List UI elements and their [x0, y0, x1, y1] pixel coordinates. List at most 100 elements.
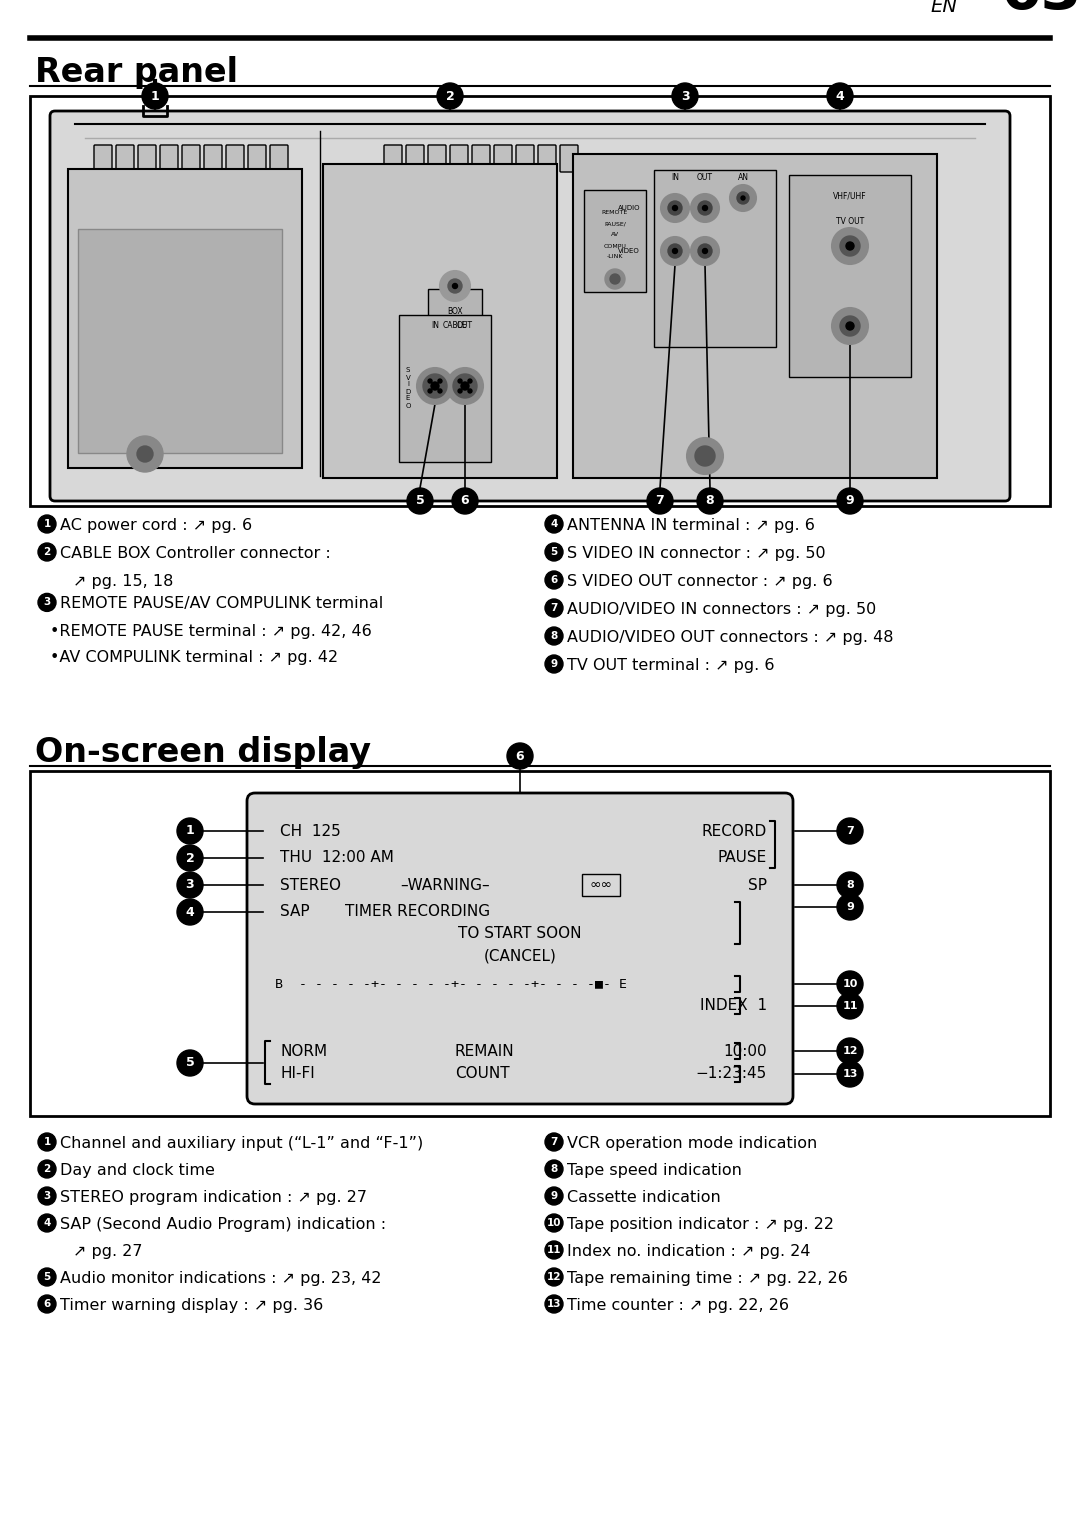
- FancyBboxPatch shape: [561, 145, 578, 172]
- Text: Audio monitor indications : ↗ pg. 23, 42: Audio monitor indications : ↗ pg. 23, 42: [60, 1271, 381, 1286]
- Text: REMAIN: REMAIN: [455, 1044, 515, 1059]
- Circle shape: [545, 571, 563, 589]
- Text: 9: 9: [846, 902, 854, 913]
- Text: Tape position indicator : ↗ pg. 22: Tape position indicator : ↗ pg. 22: [567, 1218, 834, 1231]
- Text: -LINK: -LINK: [607, 255, 623, 259]
- FancyBboxPatch shape: [248, 145, 266, 172]
- Circle shape: [177, 1050, 203, 1076]
- Circle shape: [177, 899, 203, 925]
- FancyBboxPatch shape: [160, 145, 178, 172]
- FancyBboxPatch shape: [226, 145, 244, 172]
- Text: 2: 2: [43, 546, 51, 557]
- Text: TIMER RECORDING: TIMER RECORDING: [345, 905, 490, 920]
- Circle shape: [468, 378, 472, 383]
- Circle shape: [837, 894, 863, 920]
- Circle shape: [545, 1241, 563, 1259]
- Text: STEREO program indication : ↗ pg. 27: STEREO program indication : ↗ pg. 27: [60, 1190, 367, 1206]
- Circle shape: [837, 971, 863, 996]
- Text: 4: 4: [43, 1218, 51, 1228]
- Text: Cassette indication: Cassette indication: [567, 1190, 720, 1206]
- Circle shape: [428, 378, 432, 383]
- Text: 8: 8: [551, 630, 557, 641]
- Circle shape: [846, 322, 854, 330]
- Text: S VIDEO OUT connector : ↗ pg. 6: S VIDEO OUT connector : ↗ pg. 6: [567, 574, 833, 589]
- Text: VCR operation mode indication: VCR operation mode indication: [567, 1135, 818, 1151]
- Text: COUNT: COUNT: [455, 1067, 510, 1082]
- Circle shape: [448, 279, 462, 293]
- Text: 3: 3: [43, 597, 51, 607]
- Text: THU  12:00 AM: THU 12:00 AM: [280, 850, 394, 865]
- Circle shape: [458, 378, 462, 383]
- Circle shape: [687, 438, 723, 475]
- Circle shape: [423, 374, 447, 398]
- FancyBboxPatch shape: [538, 145, 556, 172]
- Circle shape: [661, 194, 689, 221]
- Text: STEREO: STEREO: [280, 877, 341, 893]
- Circle shape: [545, 514, 563, 533]
- Text: 5: 5: [186, 1056, 194, 1070]
- Text: 8: 8: [846, 881, 854, 890]
- Text: INDEX  1: INDEX 1: [700, 998, 767, 1013]
- Circle shape: [431, 382, 438, 391]
- Text: –WARNING–: –WARNING–: [400, 877, 489, 893]
- Text: SAP (Second Audio Program) indication :: SAP (Second Audio Program) indication :: [60, 1218, 387, 1231]
- Text: Day and clock time: Day and clock time: [60, 1163, 215, 1178]
- Text: 11: 11: [842, 1001, 858, 1012]
- Circle shape: [610, 275, 620, 284]
- Circle shape: [832, 308, 868, 343]
- FancyBboxPatch shape: [183, 145, 200, 172]
- Text: CH  125: CH 125: [280, 824, 341, 838]
- FancyBboxPatch shape: [30, 771, 1050, 1116]
- Text: 4: 4: [551, 519, 557, 530]
- Text: 10: 10: [842, 980, 858, 989]
- Circle shape: [437, 82, 463, 108]
- FancyBboxPatch shape: [789, 175, 912, 377]
- Text: IN: IN: [671, 174, 679, 183]
- Text: Rear panel: Rear panel: [35, 56, 238, 89]
- FancyBboxPatch shape: [450, 145, 468, 172]
- Text: OUT: OUT: [457, 322, 473, 331]
- Text: ↗ pg. 15, 18: ↗ pg. 15, 18: [73, 574, 174, 589]
- Text: AUDIO/VIDEO OUT connectors : ↗ pg. 48: AUDIO/VIDEO OUT connectors : ↗ pg. 48: [567, 630, 893, 645]
- Text: 13: 13: [546, 1299, 562, 1309]
- FancyBboxPatch shape: [204, 145, 222, 172]
- Text: 6: 6: [461, 494, 470, 508]
- Text: VIDEO: VIDEO: [618, 249, 640, 253]
- Text: AN: AN: [738, 174, 748, 183]
- FancyBboxPatch shape: [116, 145, 134, 172]
- Text: 1: 1: [186, 824, 194, 838]
- Text: 6: 6: [515, 749, 524, 763]
- FancyBboxPatch shape: [406, 145, 424, 172]
- Text: 1: 1: [43, 519, 51, 530]
- Text: S VIDEO IN connector : ↗ pg. 50: S VIDEO IN connector : ↗ pg. 50: [567, 546, 825, 562]
- FancyBboxPatch shape: [472, 145, 490, 172]
- Circle shape: [545, 543, 563, 562]
- Text: CABLE: CABLE: [443, 322, 468, 331]
- Circle shape: [702, 249, 707, 253]
- Circle shape: [38, 1296, 56, 1312]
- Circle shape: [691, 194, 719, 221]
- Circle shape: [827, 82, 853, 108]
- Text: VHF/UHF: VHF/UHF: [833, 191, 867, 200]
- FancyBboxPatch shape: [30, 96, 1050, 507]
- Circle shape: [468, 389, 472, 394]
- FancyBboxPatch shape: [582, 874, 620, 896]
- Circle shape: [177, 818, 203, 844]
- Text: 4: 4: [836, 90, 845, 102]
- Text: SP: SP: [748, 877, 767, 893]
- FancyBboxPatch shape: [50, 111, 1010, 501]
- Text: ↗ pg. 27: ↗ pg. 27: [73, 1244, 143, 1259]
- Text: 9: 9: [551, 1190, 557, 1201]
- Circle shape: [545, 1215, 563, 1231]
- FancyBboxPatch shape: [428, 145, 446, 172]
- Text: REMOTE: REMOTE: [602, 211, 629, 215]
- Circle shape: [447, 368, 483, 404]
- Circle shape: [428, 389, 432, 394]
- Circle shape: [38, 1187, 56, 1206]
- Text: AC power cord : ↗ pg. 6: AC power cord : ↗ pg. 6: [60, 517, 252, 533]
- Text: 6: 6: [551, 575, 557, 584]
- Text: TV OUT terminal : ↗ pg. 6: TV OUT terminal : ↗ pg. 6: [567, 658, 774, 673]
- Text: 2: 2: [186, 852, 194, 865]
- Circle shape: [545, 1132, 563, 1151]
- Text: 13: 13: [842, 1070, 858, 1079]
